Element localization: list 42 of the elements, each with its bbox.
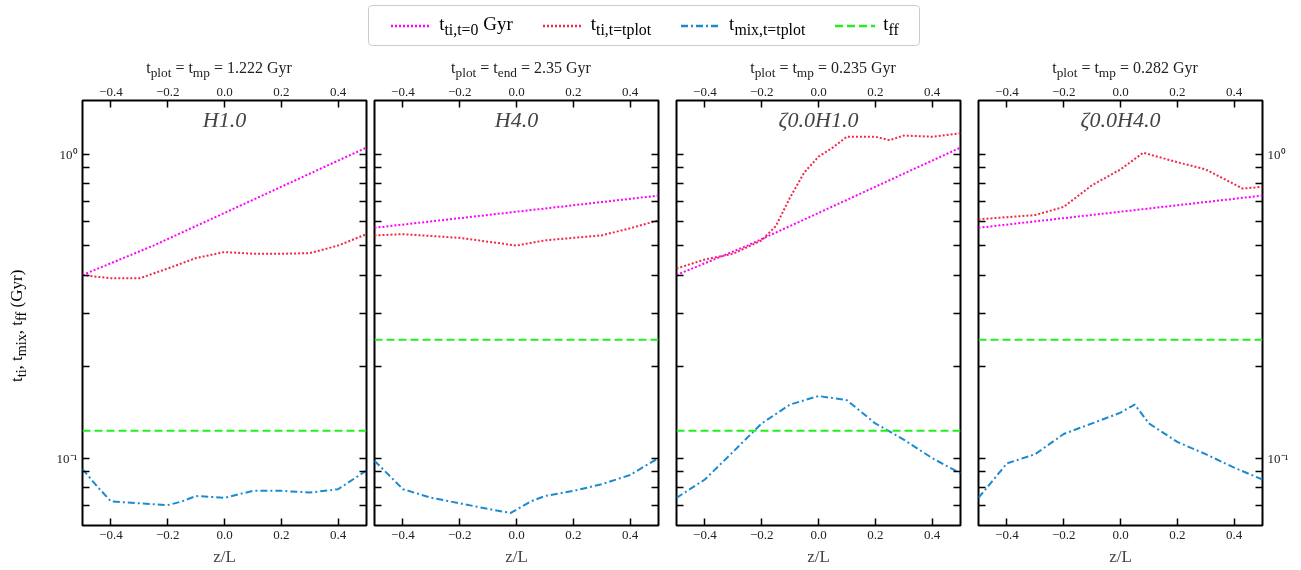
line-series [978, 403, 1263, 499]
chart-title: t$_{plot}$ = t$_{mp}$ = 0.235 Gyr [749, 58, 897, 83]
legend-label: t$_{ti,t=0}$ Gyr [439, 12, 513, 40]
x-tick-label: 0.0 [1112, 83, 1129, 99]
y2-tick-label: 10⁻¹ [1267, 450, 1289, 466]
line-series [978, 151, 1263, 221]
legend-label: t$_{mix,t=tplot}$ [729, 12, 806, 41]
line-series [82, 468, 367, 507]
x-tick-label: 0.0 [216, 526, 233, 542]
x-tick-label: 0.2 [1169, 83, 1186, 99]
x-tick-label: −0.4 [693, 526, 718, 542]
x-tick-label: 0.0 [508, 526, 525, 542]
x-axis-title: z/L [807, 546, 830, 566]
chart-title: t$_{plot}$ = t$_{mp}$ = 1.222 Gyr [145, 58, 293, 83]
annotation: ζ0.0H4.0 [1080, 107, 1161, 133]
annotation: H1.0 [201, 107, 247, 133]
x-tick-label: −0.4 [995, 83, 1020, 99]
x-tick-label: 0.4 [923, 526, 941, 542]
y2-tick-label: 10⁰ [1267, 146, 1286, 162]
x-axis-title: z/L [1109, 546, 1132, 566]
chart-title: t$_{plot}$ = t$_{end}$ = 2.35 Gyr [450, 58, 592, 83]
x-tick-label: −0.2 [749, 526, 774, 542]
chart-title: t$_{plot}$ = t$_{mp}$ = 0.282 Gyr [1051, 58, 1199, 83]
x-tick-label: 0.2 [565, 526, 582, 542]
x-tick-label: 0.0 [810, 526, 827, 542]
x-tick-label: 0.4 [621, 526, 639, 542]
x-axis-title: z/L [213, 546, 236, 566]
x-tick-label: −0.4 [391, 526, 416, 542]
x-axis-title: z/L [505, 546, 528, 566]
x-tick-label: 0.4 [329, 526, 347, 542]
x-tick-label: 0.2 [867, 526, 884, 542]
annotation: ζ0.0H1.0 [778, 107, 859, 133]
x-tick-label: −0.2 [1051, 83, 1076, 99]
x-tick-label: −0.4 [99, 526, 124, 542]
annotation: H4.0 [493, 107, 539, 133]
x-tick-label: 0.2 [273, 526, 290, 542]
x-tick-label: 0.4 [1225, 83, 1243, 99]
x-tick-label: −0.2 [155, 526, 180, 542]
line-series [82, 233, 367, 280]
legend-label: t$_{ti,t=tplot}$ [590, 12, 652, 41]
x-tick-label: −0.2 [447, 526, 472, 542]
legend-label: t$_{ff}$ [883, 12, 899, 40]
